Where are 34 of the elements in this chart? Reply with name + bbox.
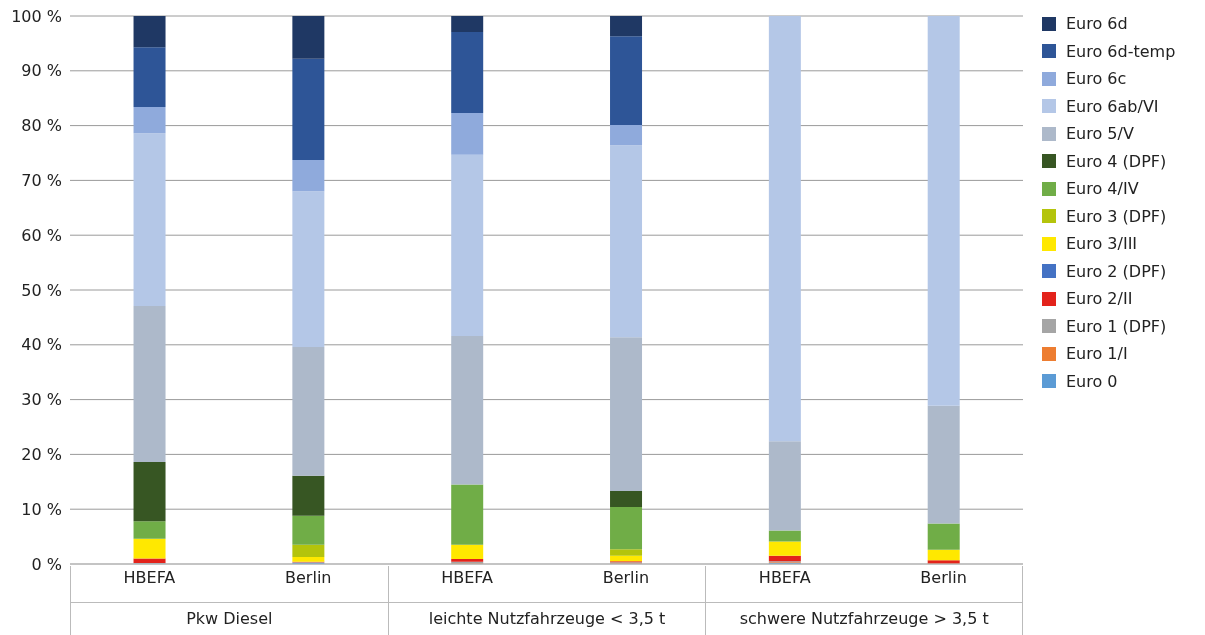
legend-label: Euro 4/IV	[1066, 179, 1139, 199]
y-tick-label: 0 %	[31, 554, 62, 574]
legend-label: Euro 3 (DPF)	[1066, 206, 1167, 226]
legend-label: Euro 3/III	[1066, 234, 1138, 254]
legend-label: Euro 2/II	[1066, 289, 1133, 309]
text: Pkw Diesel	[71, 602, 388, 628]
y-tick-label: 10 %	[21, 499, 62, 519]
x-tick-label: HBEFA	[758, 568, 811, 588]
y-tick-label: 30 %	[21, 390, 62, 410]
legend-label: Euro 6d-temp	[1066, 41, 1176, 61]
text: schwere Nutzfahrzeuge > 3,5 t	[706, 602, 1022, 628]
legend-label: Euro 2 (DPF)	[1066, 261, 1167, 281]
x-tick-label: HBEFA	[123, 568, 176, 588]
y-tick-label: 100 %	[11, 6, 62, 26]
y-tick-label: 50 %	[21, 280, 62, 300]
legend-label: Euro 6c	[1066, 69, 1127, 89]
legend-label: Euro 6d	[1066, 14, 1128, 34]
legend-label: Euro 1/I	[1066, 344, 1128, 364]
legend-label: Euro 0	[1066, 371, 1118, 391]
x-tick-label: HBEFA	[441, 568, 494, 588]
y-tick-label: 90 %	[21, 61, 62, 81]
y-tick-label: 40 %	[21, 335, 62, 355]
y-tick-label: 70 %	[21, 171, 62, 191]
legend-label: Euro 6ab/VI	[1066, 96, 1159, 116]
x-tick-label: Berlin	[285, 568, 332, 588]
y-tick-label: 60 %	[21, 225, 62, 245]
legend-label: Euro 4 (DPF)	[1066, 151, 1167, 171]
text: leichte Nutzfahrzeuge < 3,5 t	[388, 602, 706, 628]
legend-label: Euro 1 (DPF)	[1066, 316, 1167, 336]
x-tick-label: Berlin	[920, 568, 967, 588]
legend-label: Euro 5/V	[1066, 124, 1134, 144]
x-tick-label: Berlin	[602, 568, 650, 588]
y-tick-label: 20 %	[21, 445, 62, 465]
y-tick-label: 80 %	[21, 116, 62, 136]
